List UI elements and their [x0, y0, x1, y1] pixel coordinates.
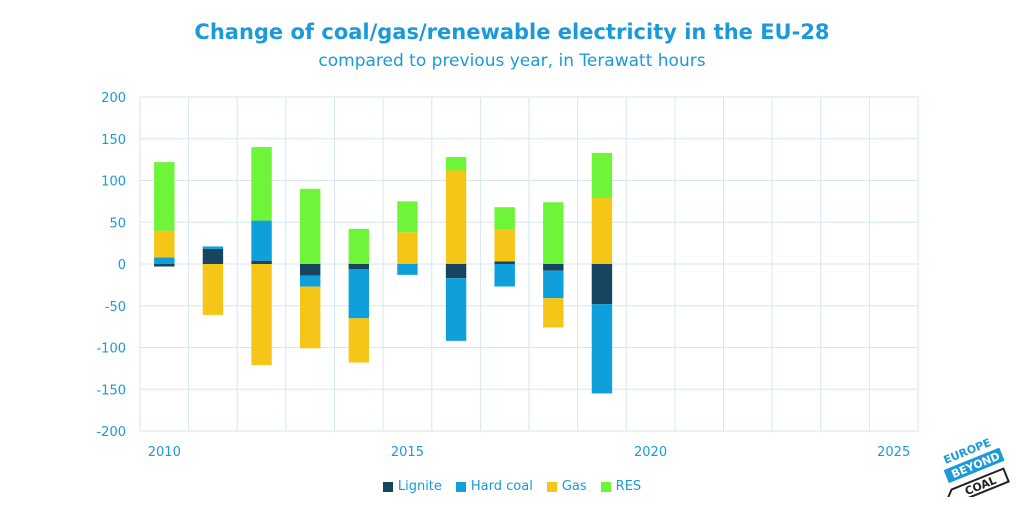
chart-area: 200 150 100 50 0 -50 -100 -150 -200 2010 2015 2020… [96, 91, 919, 460]
chart-title: Change of coal/gas/renewable electricity… [194, 20, 830, 44]
legend-item-lignite: Lignite [382, 479, 442, 494]
bar-hard-coal-2013 [299, 275, 321, 287]
bar-gas-2018 [543, 298, 564, 328]
bar-hard-coal-2015 [397, 264, 418, 275]
y-tick-label: -50 [105, 300, 126, 315]
bar-lignite-2011 [202, 248, 224, 264]
x-tick-label: 2020 [634, 445, 667, 460]
bar-gas-2013 [299, 286, 321, 349]
x-tick-label: 2015 [391, 445, 424, 460]
europe-beyond-coal-logo: EUROPE BEYOND COAL [942, 436, 1010, 497]
bar-gas-2011 [202, 264, 224, 315]
y-tick-label: 100 [101, 175, 126, 190]
bar-res-2012 [251, 147, 272, 221]
legend-swatch [382, 481, 393, 492]
y-tick-label: -150 [96, 383, 126, 398]
bar-res-2016 [445, 157, 467, 171]
bar-res-2010 [154, 162, 175, 231]
bar-hard-coal-2016 [445, 278, 467, 341]
bar-gas-2014 [348, 318, 370, 363]
y-tick-label: 0 [118, 258, 126, 273]
chart-subtitle: compared to previous year, in Terawatt h… [318, 51, 706, 71]
y-axis-ticks: 200 150 100 50 0 -50 -100 -150 -200 [96, 91, 126, 440]
legend-label: Gas [561, 479, 587, 494]
bar-gas-2010 [154, 230, 175, 258]
legend-swatch [546, 481, 557, 492]
bar-lignite-2017 [494, 261, 515, 264]
y-tick-label: -200 [96, 425, 126, 440]
bar-hard-coal-2018 [543, 270, 564, 299]
bar-hard-coal-2014 [348, 269, 370, 319]
bar-lignite-2019 [591, 264, 613, 305]
bar-res-2018 [543, 202, 564, 264]
legend-item-gas: Gas [546, 479, 587, 494]
y-tick-label: 200 [101, 91, 126, 106]
gridlines [139, 96, 919, 432]
bar-res-2015 [397, 201, 418, 233]
bar-res-2014 [348, 228, 370, 264]
legend-swatch [455, 481, 466, 492]
legend: Lignite Hard coal Gas RES [0, 479, 1024, 494]
legend-label: Lignite [397, 479, 442, 494]
bar-gas-2015 [397, 232, 418, 264]
bar-lignite-2014 [348, 264, 370, 270]
bar-gas-2017 [494, 229, 515, 262]
bar-hard-coal-2017 [494, 264, 515, 287]
bar-hard-coal-2012 [251, 220, 272, 261]
legend-label: Hard coal [470, 479, 533, 494]
y-tick-label: 50 [109, 216, 126, 231]
bar-lignite-2012 [251, 260, 272, 264]
bar-lignite-2016 [445, 264, 467, 279]
bar-res-2017 [494, 207, 515, 230]
legend-swatch [600, 481, 611, 492]
x-tick-label: 2010 [148, 445, 181, 460]
x-axis-ticks: 2010 2015 2020 2025 [148, 445, 910, 460]
bar-gas-2019 [591, 198, 613, 264]
legend-label: RES [615, 479, 642, 494]
bar-gas-2012 [251, 264, 272, 366]
legend-item-res: RES [600, 479, 642, 494]
bars [154, 147, 613, 394]
legend-item-hard-coal: Hard coal [455, 479, 533, 494]
bar-lignite-2018 [543, 264, 564, 271]
bar-hard-coal-2010 [154, 257, 175, 264]
bar-lignite-2010 [154, 264, 175, 267]
x-tick-label: 2025 [877, 445, 910, 460]
bar-gas-2016 [445, 170, 467, 264]
y-tick-label: 150 [101, 133, 126, 148]
bar-res-2019 [591, 152, 613, 199]
bar-hard-coal-2019 [591, 304, 613, 394]
y-tick-label: -100 [96, 342, 126, 357]
bar-lignite-2013 [299, 264, 321, 276]
bar-hard-coal-2011 [202, 246, 224, 249]
bar-res-2013 [299, 188, 321, 264]
